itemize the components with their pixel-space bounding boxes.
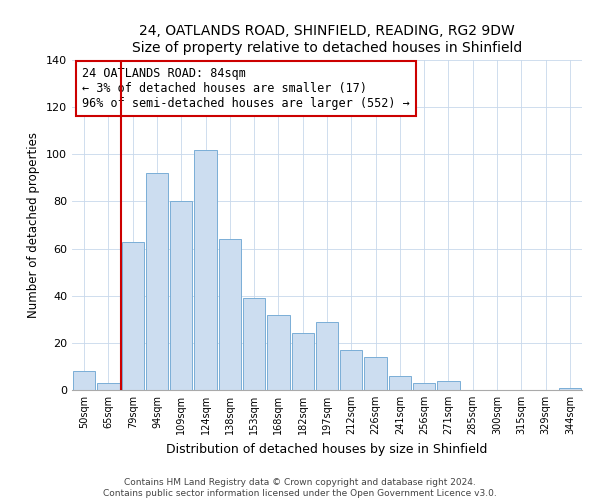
Text: Contains HM Land Registry data © Crown copyright and database right 2024.
Contai: Contains HM Land Registry data © Crown c… — [103, 478, 497, 498]
Bar — [122, 242, 144, 390]
Bar — [194, 150, 217, 390]
Text: 24 OATLANDS ROAD: 84sqm
← 3% of detached houses are smaller (17)
96% of semi-det: 24 OATLANDS ROAD: 84sqm ← 3% of detached… — [82, 66, 410, 110]
Bar — [267, 314, 290, 390]
Bar — [292, 334, 314, 390]
Bar — [364, 357, 387, 390]
Bar — [243, 298, 265, 390]
X-axis label: Distribution of detached houses by size in Shinfield: Distribution of detached houses by size … — [166, 442, 488, 456]
Bar — [170, 202, 193, 390]
Bar — [316, 322, 338, 390]
Bar — [437, 380, 460, 390]
Bar — [413, 383, 436, 390]
Bar — [73, 371, 95, 390]
Bar — [97, 383, 119, 390]
Y-axis label: Number of detached properties: Number of detached properties — [28, 132, 40, 318]
Title: 24, OATLANDS ROAD, SHINFIELD, READING, RG2 9DW
Size of property relative to deta: 24, OATLANDS ROAD, SHINFIELD, READING, R… — [132, 24, 522, 54]
Bar — [218, 239, 241, 390]
Bar — [559, 388, 581, 390]
Bar — [389, 376, 411, 390]
Bar — [146, 173, 168, 390]
Bar — [340, 350, 362, 390]
